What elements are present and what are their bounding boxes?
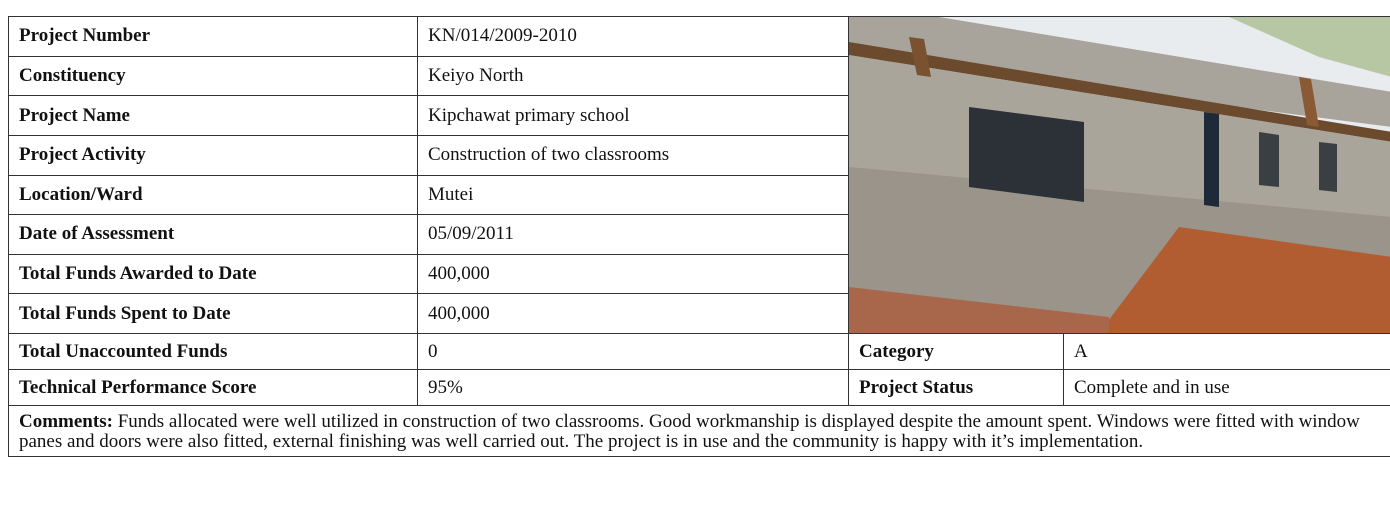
row-label: Location/Ward — [8, 174, 418, 216]
row-value: Construction of two classrooms — [417, 134, 849, 176]
row-value: 05/09/2011 — [417, 214, 849, 255]
row-value: Kipchawat primary school — [417, 95, 849, 136]
comments-row: Comments: Funds allocated were well util… — [8, 405, 1390, 457]
comments-label: Comments: — [19, 411, 113, 432]
row-label: Total Funds Awarded to Date — [8, 253, 418, 295]
row-label: Date of Assessment — [8, 214, 418, 255]
comments-text: Funds allocated were well utilized in co… — [19, 411, 1360, 452]
row-value: Keiyo North — [417, 55, 849, 97]
table-row: Total Funds Awarded to Date 400,000 — [8, 253, 1390, 295]
row-value: 0 — [417, 333, 849, 370]
side-label: Category — [848, 333, 1064, 370]
row-value: 400,000 — [417, 293, 849, 334]
row-value: 400,000 — [417, 253, 849, 295]
side-value: A — [1063, 333, 1390, 370]
row-value: KN/014/2009-2010 — [417, 16, 849, 57]
table-row: Project Activity Construction of two clas… — [8, 134, 1390, 176]
row-label: Project Name — [8, 95, 418, 136]
side-label: Project Status — [848, 369, 1064, 406]
table-row: Constituency Keiyo North — [8, 55, 1390, 97]
row-label: Total Funds Spent to Date — [8, 293, 418, 334]
project-photo — [849, 17, 1390, 333]
row-label: Project Number — [8, 16, 418, 57]
row-label: Total Unaccounted Funds — [8, 333, 418, 370]
row-label: Technical Performance Score — [8, 369, 418, 406]
row-value: 95% — [417, 369, 849, 406]
row-label: Constituency — [8, 55, 418, 97]
comments-cell: Comments: Funds allocated were well util… — [8, 405, 1390, 457]
table-row: Location/Ward Mutei — [8, 174, 1390, 216]
project-table: Project Number KN/014/2009-2010 Constitue… — [8, 16, 1390, 457]
table-row: Date of Assessment 05/09/2011 — [8, 214, 1390, 255]
row-label: Project Activity — [8, 134, 418, 176]
photo-cell — [848, 16, 1390, 334]
table-row: Technical Performance Score 95% Project St… — [8, 369, 1390, 406]
side-value: Complete and in use — [1063, 369, 1390, 406]
table-row: Project Number KN/014/2009-2010 — [8, 16, 1390, 334]
row-value: Mutei — [417, 174, 849, 216]
table-row: Project Name Kipchawat primary school — [8, 95, 1390, 136]
table-row: Total Unaccounted Funds 0 Category A — [8, 333, 1390, 370]
